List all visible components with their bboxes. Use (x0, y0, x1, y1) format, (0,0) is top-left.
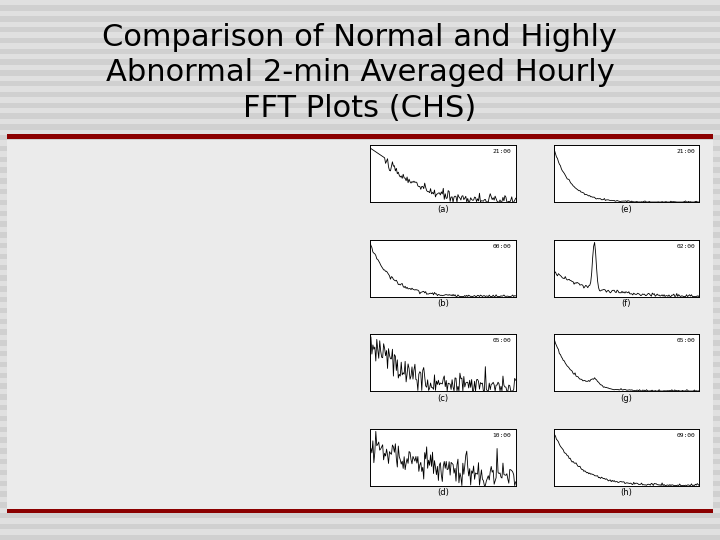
Text: (d): (d) (437, 488, 449, 497)
Bar (0, 448, 720, 454)
Bar (0, 416, 720, 421)
Bar (0, 470, 720, 475)
Bar (0, 437, 720, 443)
Text: 05:00: 05:00 (676, 338, 695, 343)
Bar (0, 535, 720, 540)
Bar (0, 135, 720, 140)
Bar (0, 189, 720, 194)
Bar (0, 351, 720, 356)
Bar (0, 481, 720, 486)
Bar (0, 524, 720, 529)
Bar (0, 243, 720, 248)
Bar (0, 383, 720, 389)
Bar (0, 103, 720, 108)
Bar (0, 329, 720, 335)
Bar (7, 140, 713, 510)
Bar (0, 297, 720, 302)
Bar (0, 254, 720, 259)
Text: (c): (c) (437, 394, 449, 403)
Bar (0, 70, 720, 76)
Bar (7, 134, 713, 139)
Bar (0, 362, 720, 367)
Bar (0, 5, 720, 11)
Bar (0, 49, 720, 54)
Bar (0, 221, 720, 227)
Text: Comparison of Normal and Highly
Abnormal 2-min Averaged Hourly
FFT Plots (CHS): Comparison of Normal and Highly Abnormal… (102, 23, 618, 123)
Bar (0, 81, 720, 86)
Text: (h): (h) (621, 488, 632, 497)
Bar (0, 232, 720, 238)
Text: (a): (a) (437, 205, 449, 214)
Bar (0, 124, 720, 130)
Text: (b): (b) (437, 299, 449, 308)
Text: 09:00: 09:00 (676, 433, 695, 437)
Text: 02:00: 02:00 (676, 244, 695, 248)
Bar (0, 286, 720, 292)
Bar (0, 92, 720, 97)
Bar (0, 59, 720, 65)
Text: (f): (f) (621, 299, 631, 308)
Bar (0, 157, 720, 162)
Bar (0, 427, 720, 432)
Bar (0, 265, 720, 270)
Bar (0, 459, 720, 464)
Text: 10:00: 10:00 (492, 433, 511, 437)
Bar (0, 275, 720, 281)
Bar (0, 319, 720, 324)
Bar (0, 513, 720, 518)
Bar (0, 502, 720, 508)
Bar (0, 308, 720, 313)
Bar (0, 38, 720, 43)
Bar (0, 178, 720, 184)
Bar (0, 167, 720, 173)
Bar (0, 113, 720, 119)
Bar (0, 200, 720, 205)
Text: 00:00: 00:00 (492, 244, 511, 248)
Bar (0, 16, 720, 22)
Text: 21:00: 21:00 (492, 149, 511, 154)
Bar (0, 491, 720, 497)
Bar (7, 509, 713, 513)
Bar (0, 394, 720, 400)
Bar (0, 146, 720, 151)
Text: (g): (g) (621, 394, 632, 403)
Text: 21:00: 21:00 (676, 149, 695, 154)
Bar (0, 211, 720, 216)
Bar (0, 340, 720, 346)
Text: 05:00: 05:00 (492, 338, 511, 343)
Text: (e): (e) (621, 205, 632, 214)
Bar (0, 373, 720, 378)
Bar (0, 405, 720, 410)
Bar (0, 27, 720, 32)
